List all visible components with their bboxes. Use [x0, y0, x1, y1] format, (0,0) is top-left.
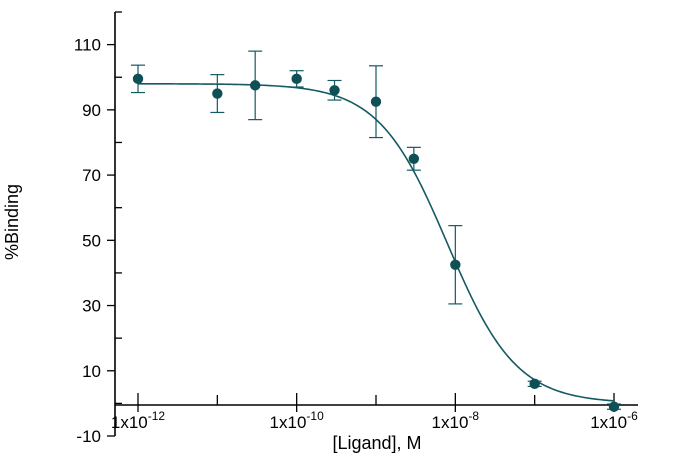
x-tick-label: 1x10-10 [270, 409, 325, 432]
data-points [132, 73, 620, 412]
y-tick-label: 30 [82, 297, 101, 316]
data-point [408, 153, 420, 164]
y-tick-label: 50 [82, 231, 101, 250]
data-point [450, 259, 461, 270]
y-tick-label: 110 [74, 36, 101, 55]
x-tick-label: 1x10-12 [111, 409, 166, 432]
x-ticks: 1x10-12 1x10-10 1x10-8 1x10-6 [111, 393, 638, 432]
y-tick-label: 90 [82, 101, 101, 120]
data-point [529, 378, 540, 390]
y-tick-label: -10 [76, 427, 101, 446]
data-point [329, 85, 340, 96]
data-point [132, 73, 144, 85]
data-point [291, 73, 302, 85]
data-point [249, 80, 261, 91]
x-tick-label: 1x10-8 [432, 409, 480, 432]
x-axis-title: [Ligand], M [332, 433, 421, 453]
y-tick-label: 10 [82, 362, 101, 381]
data-point [212, 88, 223, 99]
y-axis-title: %Binding [2, 184, 22, 260]
y-ticks: -10 10 30 50 70 90 110 [74, 11, 122, 446]
x-tick-label: 1x10-6 [590, 409, 638, 432]
y-tick-label: 70 [82, 166, 101, 185]
data-point [608, 401, 620, 412]
data-point [370, 96, 382, 107]
